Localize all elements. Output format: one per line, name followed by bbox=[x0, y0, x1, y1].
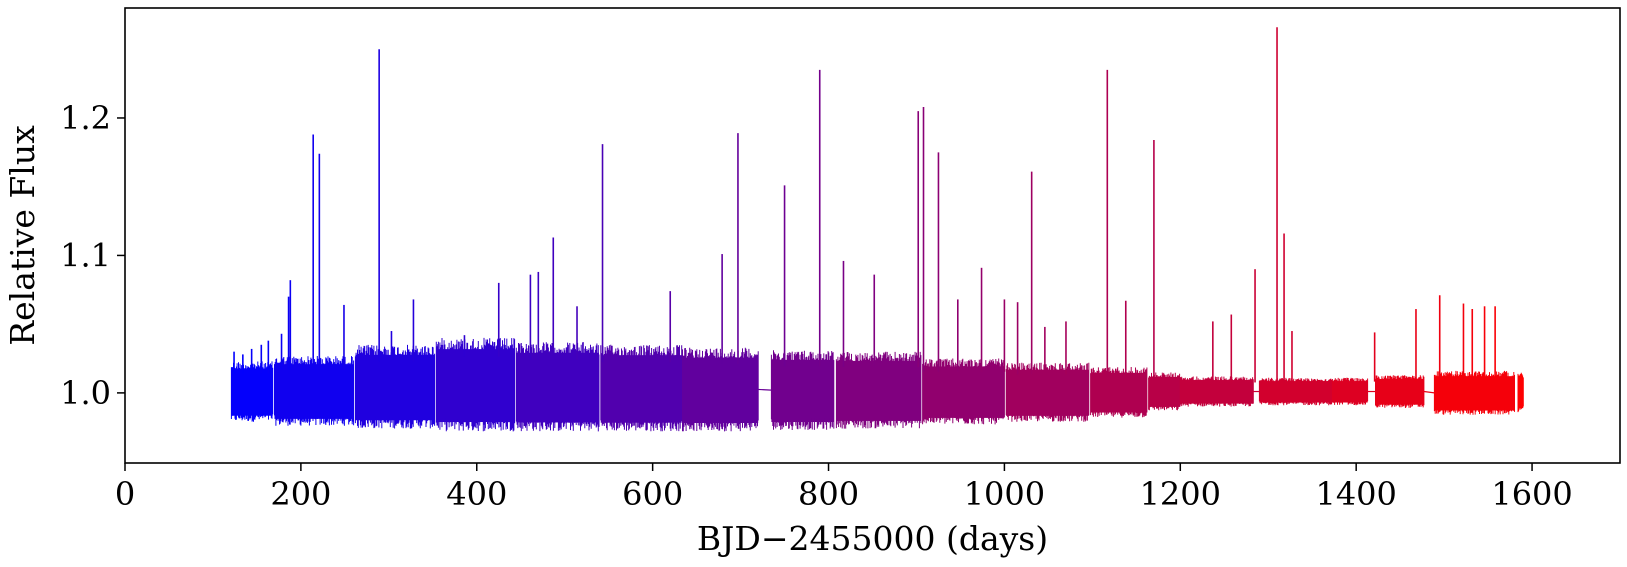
data-segment bbox=[1148, 372, 1181, 411]
segment-noise bbox=[354, 344, 436, 429]
data-segment bbox=[922, 358, 1005, 425]
x-tick-label: 0 bbox=[115, 475, 135, 513]
segment-noise bbox=[515, 342, 600, 432]
x-axis-title: BJD−2455000 (days) bbox=[697, 519, 1048, 558]
data-segment bbox=[274, 356, 355, 426]
segment-noise bbox=[274, 356, 355, 426]
data-segment bbox=[1258, 377, 1333, 406]
y-tick-label: 1.1 bbox=[60, 236, 111, 274]
segment-noise bbox=[1090, 367, 1148, 418]
segment-noise bbox=[1148, 372, 1181, 411]
plot-area bbox=[230, 27, 1524, 432]
segment-noise bbox=[1331, 377, 1369, 406]
data-segment bbox=[600, 344, 683, 432]
segment-noise bbox=[1375, 375, 1425, 408]
x-tick-label: 1400 bbox=[1315, 475, 1396, 513]
segment-noise bbox=[835, 351, 922, 429]
data-segment bbox=[1090, 367, 1148, 418]
x-tick-label: 1200 bbox=[1140, 475, 1221, 513]
segment-noise bbox=[1517, 372, 1524, 413]
segment-noise bbox=[435, 337, 516, 432]
data-segment bbox=[435, 337, 516, 432]
data-segment bbox=[770, 350, 835, 430]
segment-noise bbox=[770, 350, 835, 430]
x-tick-label: 400 bbox=[446, 475, 507, 513]
data-segment bbox=[1179, 376, 1260, 407]
y-tick-label: 1.0 bbox=[60, 374, 111, 412]
data-segment bbox=[682, 347, 772, 432]
y-axis-title: Relative Flux bbox=[3, 125, 42, 346]
x-axis: 0 200 400 600 800 1000 1200 1400 1600 bbox=[115, 463, 1573, 513]
segment-noise bbox=[600, 344, 683, 432]
segment-noise bbox=[1433, 370, 1515, 415]
x-tick-label: 200 bbox=[270, 475, 331, 513]
data-segment bbox=[515, 342, 600, 432]
data-segment bbox=[1005, 362, 1090, 422]
x-tick-label: 1000 bbox=[964, 475, 1045, 513]
axes-frame bbox=[124, 7, 1621, 464]
x-tick-label: 1600 bbox=[1491, 475, 1572, 513]
segment-noise bbox=[682, 347, 759, 432]
y-tick-label: 1.2 bbox=[60, 99, 111, 137]
x-tick-label: 600 bbox=[622, 475, 683, 513]
segment-noise bbox=[922, 358, 1005, 425]
y-axis: 1.0 1.1 1.2 bbox=[60, 99, 125, 412]
x-tick-label: 800 bbox=[798, 475, 859, 513]
data-segment bbox=[835, 351, 922, 429]
data-segment bbox=[1375, 375, 1435, 408]
data-segment bbox=[1517, 372, 1524, 413]
gap-connector bbox=[758, 388, 772, 391]
segment-noise bbox=[230, 361, 274, 422]
gap-connector bbox=[1423, 390, 1435, 394]
data-segment bbox=[1331, 377, 1376, 406]
segment-noise bbox=[1005, 362, 1090, 422]
data-segment bbox=[230, 361, 274, 422]
segment-noise bbox=[1258, 377, 1333, 406]
segment-noise bbox=[1179, 376, 1254, 407]
data-segment bbox=[1433, 370, 1515, 415]
data-segment bbox=[354, 344, 436, 429]
